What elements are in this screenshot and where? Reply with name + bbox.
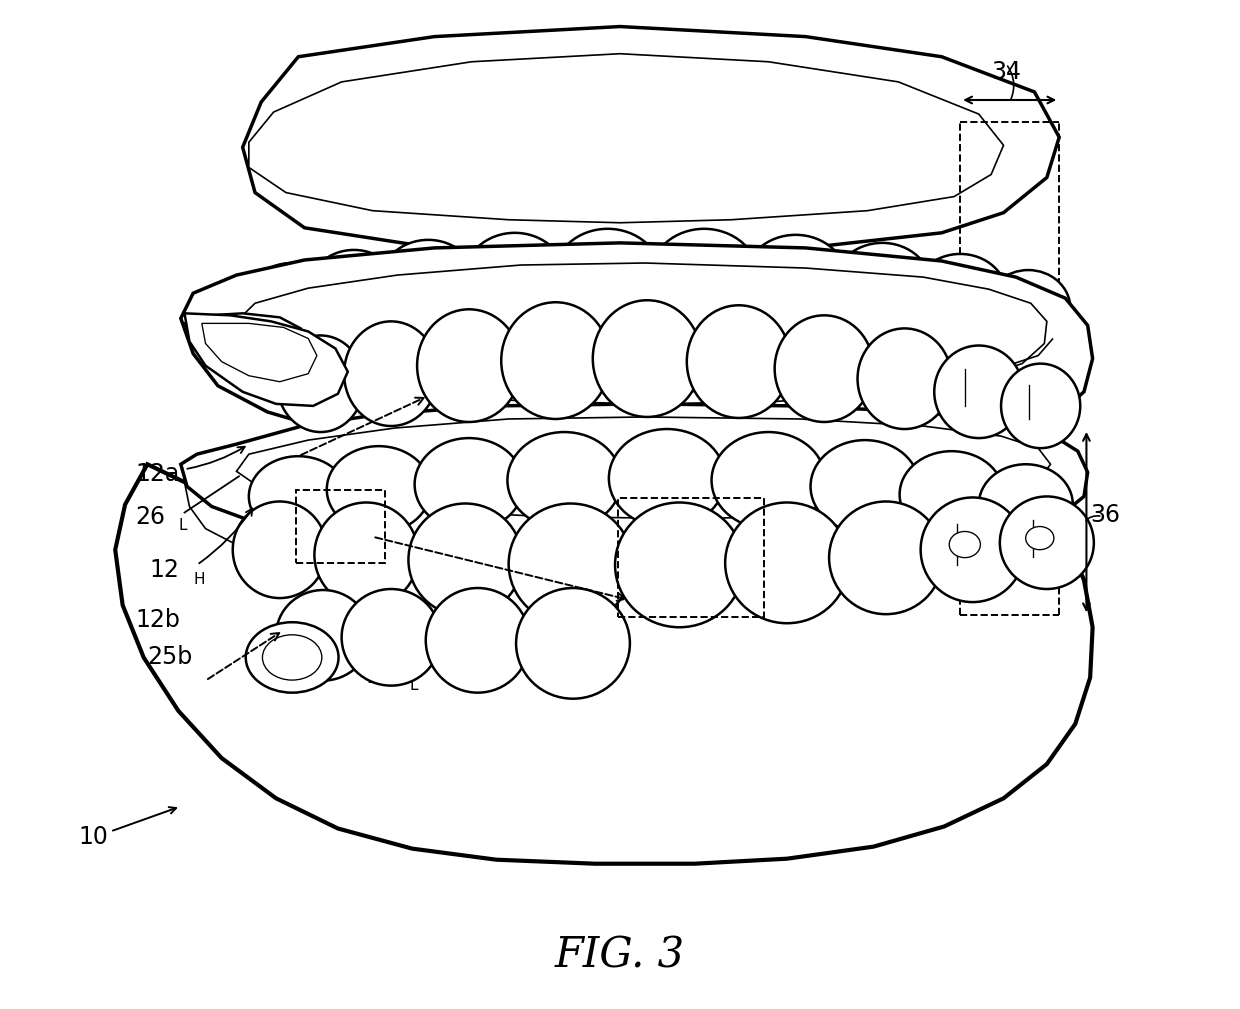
Ellipse shape [986, 270, 1070, 346]
Ellipse shape [999, 496, 1094, 589]
Bar [618, 498, 764, 618]
Ellipse shape [516, 588, 630, 698]
Ellipse shape [327, 446, 430, 533]
Ellipse shape [417, 310, 521, 422]
Text: 12b: 12b [135, 608, 180, 633]
Ellipse shape [899, 451, 1003, 538]
Ellipse shape [463, 233, 567, 327]
Ellipse shape [609, 429, 725, 528]
Ellipse shape [950, 532, 981, 558]
Ellipse shape [378, 240, 477, 330]
Text: H: H [193, 572, 205, 587]
Text: L: L [409, 678, 418, 693]
Ellipse shape [725, 502, 849, 624]
Ellipse shape [1025, 527, 1054, 550]
Ellipse shape [508, 503, 632, 625]
Polygon shape [185, 431, 1047, 588]
Polygon shape [243, 26, 1059, 255]
Text: 12: 12 [150, 558, 180, 582]
Ellipse shape [615, 502, 744, 628]
Text: 28b: 28b [434, 575, 480, 599]
Ellipse shape [425, 588, 529, 692]
Text: 14: 14 [663, 585, 693, 609]
Text: 36: 36 [1090, 502, 1120, 527]
Polygon shape [115, 442, 1092, 864]
Polygon shape [181, 404, 1087, 558]
Text: 28: 28 [366, 664, 397, 687]
Ellipse shape [246, 623, 339, 692]
Polygon shape [202, 323, 317, 381]
Text: 26: 26 [135, 504, 165, 529]
Ellipse shape [830, 501, 942, 614]
Polygon shape [231, 263, 1047, 404]
Ellipse shape [249, 456, 347, 537]
Ellipse shape [858, 328, 951, 429]
Ellipse shape [408, 503, 522, 616]
Bar [296, 490, 384, 563]
Ellipse shape [553, 229, 662, 325]
Text: b: b [825, 557, 833, 572]
Ellipse shape [811, 440, 919, 533]
Ellipse shape [833, 243, 931, 331]
Text: L: L [179, 519, 187, 533]
Ellipse shape [342, 589, 440, 686]
Ellipse shape [246, 263, 340, 343]
Text: 12a: 12a [135, 462, 180, 486]
Text: 34: 34 [991, 60, 1022, 84]
Ellipse shape [687, 306, 791, 418]
Polygon shape [202, 323, 284, 353]
Ellipse shape [593, 301, 702, 417]
Ellipse shape [308, 250, 401, 336]
Ellipse shape [501, 303, 610, 419]
Text: FIG. 3: FIG. 3 [556, 934, 684, 977]
Text: 14: 14 [779, 543, 808, 567]
Ellipse shape [913, 254, 1007, 338]
Ellipse shape [343, 322, 438, 426]
Polygon shape [249, 53, 1003, 223]
Ellipse shape [1001, 363, 1080, 448]
Ellipse shape [507, 432, 621, 529]
Polygon shape [185, 314, 347, 406]
Text: 10: 10 [78, 824, 108, 849]
Ellipse shape [744, 235, 848, 327]
Ellipse shape [414, 438, 523, 531]
Polygon shape [181, 243, 1092, 457]
Text: H: H [707, 599, 718, 614]
Ellipse shape [934, 345, 1023, 438]
Polygon shape [185, 314, 309, 365]
Ellipse shape [233, 501, 327, 598]
Ellipse shape [978, 464, 1073, 545]
Ellipse shape [315, 502, 418, 607]
Polygon shape [237, 417, 1050, 519]
Ellipse shape [277, 590, 370, 681]
Ellipse shape [263, 635, 322, 680]
Text: 30: 30 [432, 383, 463, 408]
Ellipse shape [775, 316, 874, 422]
Ellipse shape [650, 229, 759, 325]
Text: 32: 32 [309, 613, 339, 638]
Ellipse shape [920, 497, 1024, 602]
Ellipse shape [712, 432, 826, 529]
Ellipse shape [278, 335, 363, 432]
Text: 25b: 25b [148, 646, 192, 669]
Text: 26b: 26b [309, 528, 353, 552]
